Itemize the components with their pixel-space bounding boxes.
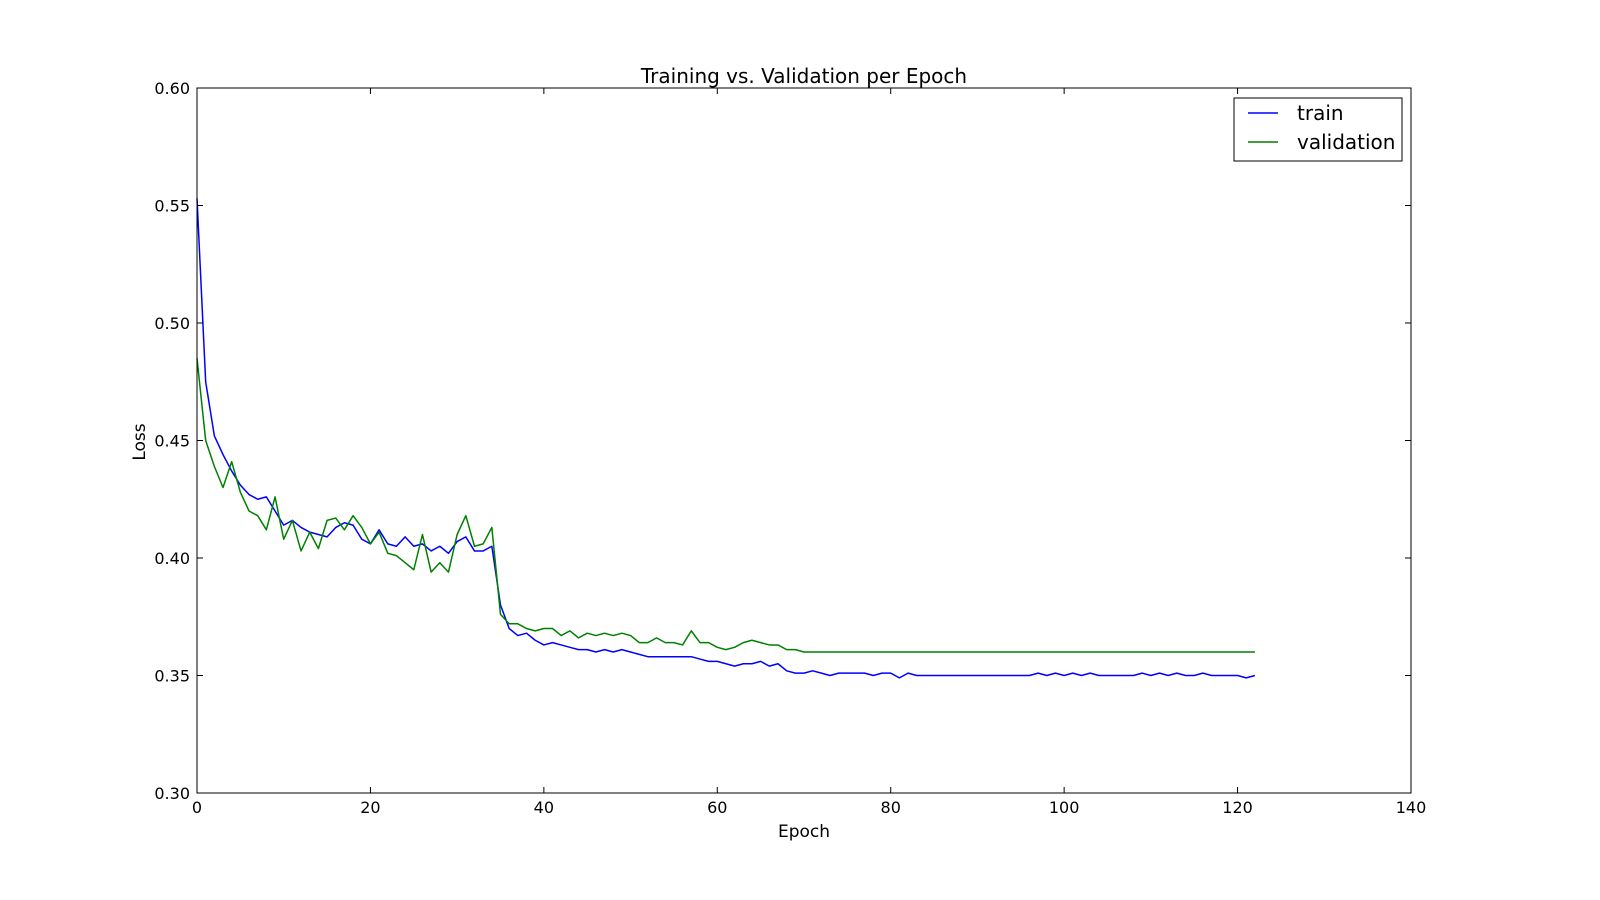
y-tick-label: 0.50 bbox=[154, 314, 190, 333]
chart-title: Training vs. Validation per Epoch bbox=[640, 64, 967, 88]
y-axis-title: Loss bbox=[130, 423, 150, 460]
legend: train validation bbox=[1233, 97, 1403, 162]
x-tick-label: 60 bbox=[707, 798, 727, 817]
x-tick-label: 20 bbox=[360, 798, 380, 817]
y-tick-label: 0.55 bbox=[154, 197, 190, 216]
x-tick-label: 140 bbox=[1396, 798, 1427, 817]
legend-label-train: train bbox=[1297, 101, 1344, 125]
series-line-validation bbox=[196, 358, 1255, 653]
x-tick-label: 40 bbox=[534, 798, 554, 817]
legend-box bbox=[1233, 97, 1403, 162]
y-tick-label: 0.30 bbox=[154, 784, 190, 803]
x-tick-label: 100 bbox=[1049, 798, 1080, 817]
y-tick-label: 0.35 bbox=[154, 667, 190, 686]
y-tick-label: 0.60 bbox=[154, 79, 190, 98]
y-tick-label: 0.40 bbox=[154, 549, 190, 568]
y-axis: 0.30 0.35 0.40 0.45 0.50 0.55 0.60 bbox=[154, 79, 1411, 803]
x-tick-label: 80 bbox=[881, 798, 901, 817]
x-axis: 0 20 40 60 80 100 120 140 bbox=[192, 88, 1426, 817]
legend-label-validation: validation bbox=[1297, 130, 1395, 154]
x-tick-label: 120 bbox=[1222, 798, 1253, 817]
y-tick-label: 0.45 bbox=[154, 432, 190, 451]
x-tick-label: 0 bbox=[192, 798, 202, 817]
series-layer bbox=[196, 198, 1256, 679]
x-axis-title: Epoch bbox=[778, 822, 830, 842]
